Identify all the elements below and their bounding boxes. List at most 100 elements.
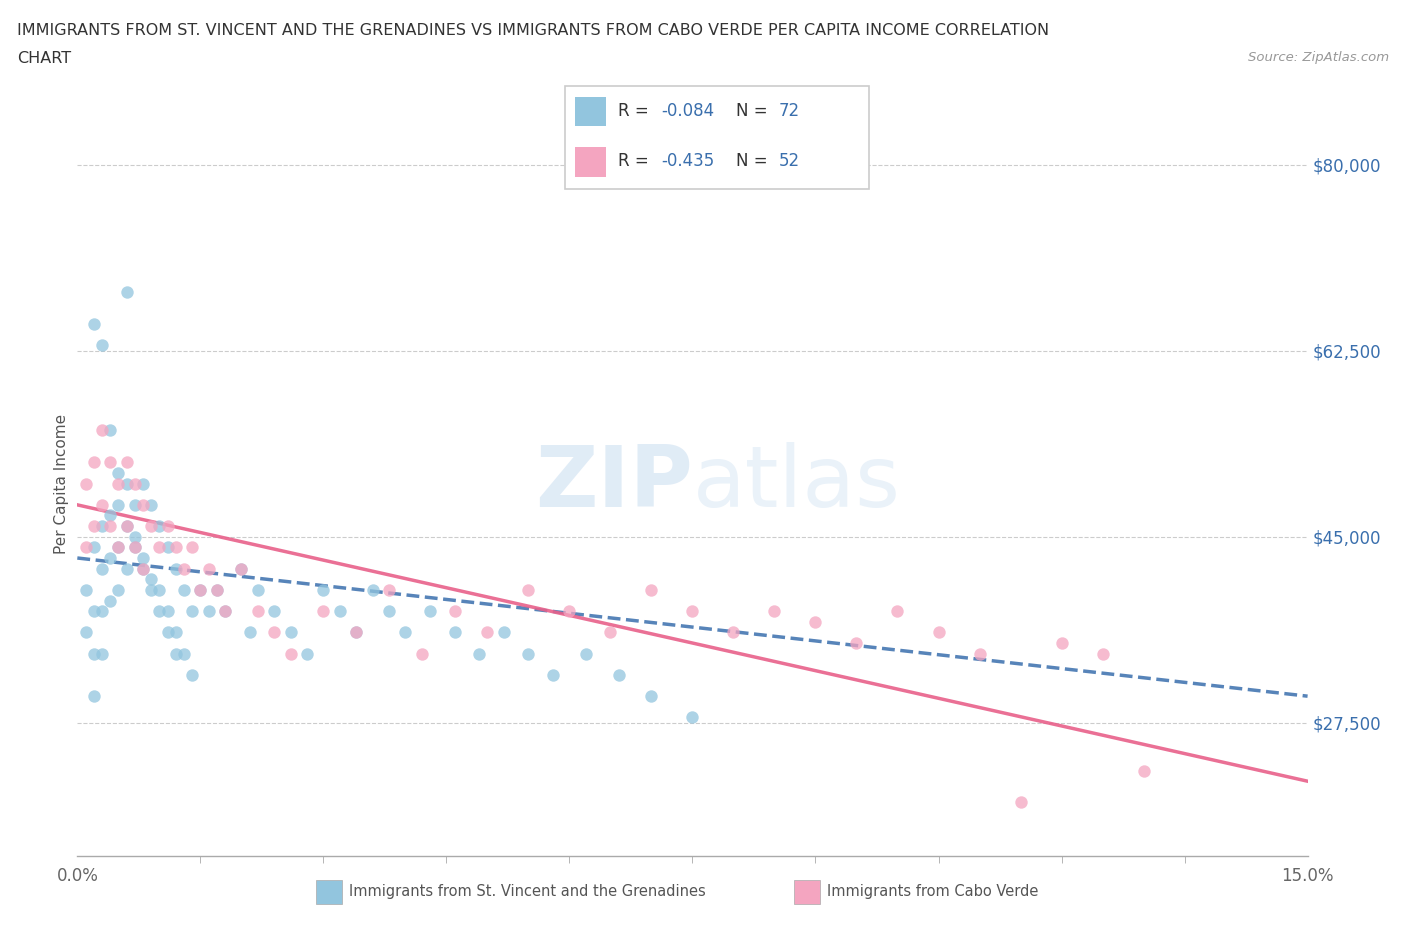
Point — [141, 582, 163, 597]
Point — [214, 604, 236, 618]
Point — [181, 604, 204, 618]
Point — [98, 508, 121, 523]
Point — [763, 604, 786, 618]
Point — [173, 646, 195, 661]
Point — [443, 625, 465, 640]
Point — [188, 582, 212, 597]
Point — [682, 604, 704, 618]
FancyBboxPatch shape — [575, 147, 606, 177]
Point — [188, 582, 212, 597]
Point — [107, 582, 129, 597]
Point — [115, 455, 138, 470]
Point — [640, 582, 662, 597]
Point — [173, 582, 195, 597]
Point — [263, 604, 285, 618]
Text: Immigrants from Cabo Verde: Immigrants from Cabo Verde — [827, 884, 1038, 899]
Point — [75, 476, 97, 491]
Point — [115, 476, 138, 491]
Point — [90, 604, 114, 618]
Point — [90, 519, 114, 534]
Point — [517, 646, 540, 661]
Point — [181, 668, 204, 683]
Point — [115, 285, 138, 299]
Point — [607, 668, 630, 683]
Text: R =: R = — [619, 153, 654, 170]
Point — [181, 540, 204, 555]
Y-axis label: Per Capita Income: Per Capita Income — [53, 414, 69, 553]
Point — [197, 604, 219, 618]
Point — [165, 625, 187, 640]
Point — [75, 582, 97, 597]
Point — [804, 615, 827, 630]
Point — [98, 519, 121, 534]
Point — [107, 466, 129, 481]
Point — [98, 455, 121, 470]
Text: CHART: CHART — [17, 51, 70, 66]
Point — [132, 561, 155, 576]
Point — [132, 561, 155, 576]
Point — [969, 646, 991, 661]
Text: IMMIGRANTS FROM ST. VINCENT AND THE GRENADINES VS IMMIGRANTS FROM CABO VERDE PER: IMMIGRANTS FROM ST. VINCENT AND THE GREN… — [17, 23, 1049, 38]
Point — [156, 604, 179, 618]
Point — [1091, 646, 1114, 661]
Point — [124, 498, 146, 512]
Point — [90, 561, 114, 576]
Point — [492, 625, 515, 640]
Point — [280, 646, 302, 661]
Point — [90, 338, 114, 352]
Point — [98, 423, 121, 438]
Point — [98, 551, 121, 565]
Point — [378, 604, 401, 618]
Text: 72: 72 — [779, 102, 800, 120]
Point — [83, 540, 105, 555]
Point — [148, 582, 170, 597]
Point — [575, 646, 598, 661]
Point — [83, 455, 105, 470]
Point — [107, 498, 129, 512]
Point — [1010, 795, 1032, 810]
Point — [148, 519, 170, 534]
Point — [83, 604, 105, 618]
Point — [124, 540, 146, 555]
Point — [723, 625, 745, 640]
Point — [90, 423, 114, 438]
Point — [83, 689, 105, 704]
Text: N =: N = — [735, 153, 772, 170]
Point — [90, 498, 114, 512]
Point — [124, 476, 146, 491]
Text: 52: 52 — [779, 153, 800, 170]
Point — [280, 625, 302, 640]
Point — [83, 519, 105, 534]
Text: R =: R = — [619, 102, 654, 120]
Text: -0.435: -0.435 — [661, 153, 714, 170]
Text: atlas: atlas — [693, 442, 900, 525]
Point — [75, 540, 97, 555]
Point — [156, 519, 179, 534]
Point — [295, 646, 318, 661]
Point — [443, 604, 465, 618]
Point — [132, 476, 155, 491]
Point — [246, 582, 269, 597]
Point — [214, 604, 236, 618]
Text: Source: ZipAtlas.com: Source: ZipAtlas.com — [1249, 51, 1389, 64]
Point — [205, 582, 228, 597]
Point — [558, 604, 581, 618]
Point — [107, 476, 129, 491]
Point — [928, 625, 950, 640]
Point — [98, 593, 121, 608]
Point — [1132, 764, 1154, 778]
Point — [141, 572, 163, 587]
Point — [411, 646, 433, 661]
Point — [156, 625, 179, 640]
Point — [361, 582, 384, 597]
Point — [378, 582, 401, 597]
Point — [231, 561, 253, 576]
Point — [115, 519, 138, 534]
Point — [329, 604, 352, 618]
Point — [124, 540, 146, 555]
Point — [1050, 635, 1073, 650]
Point — [124, 529, 146, 544]
Point — [599, 625, 621, 640]
Text: N =: N = — [735, 102, 772, 120]
Point — [197, 561, 219, 576]
